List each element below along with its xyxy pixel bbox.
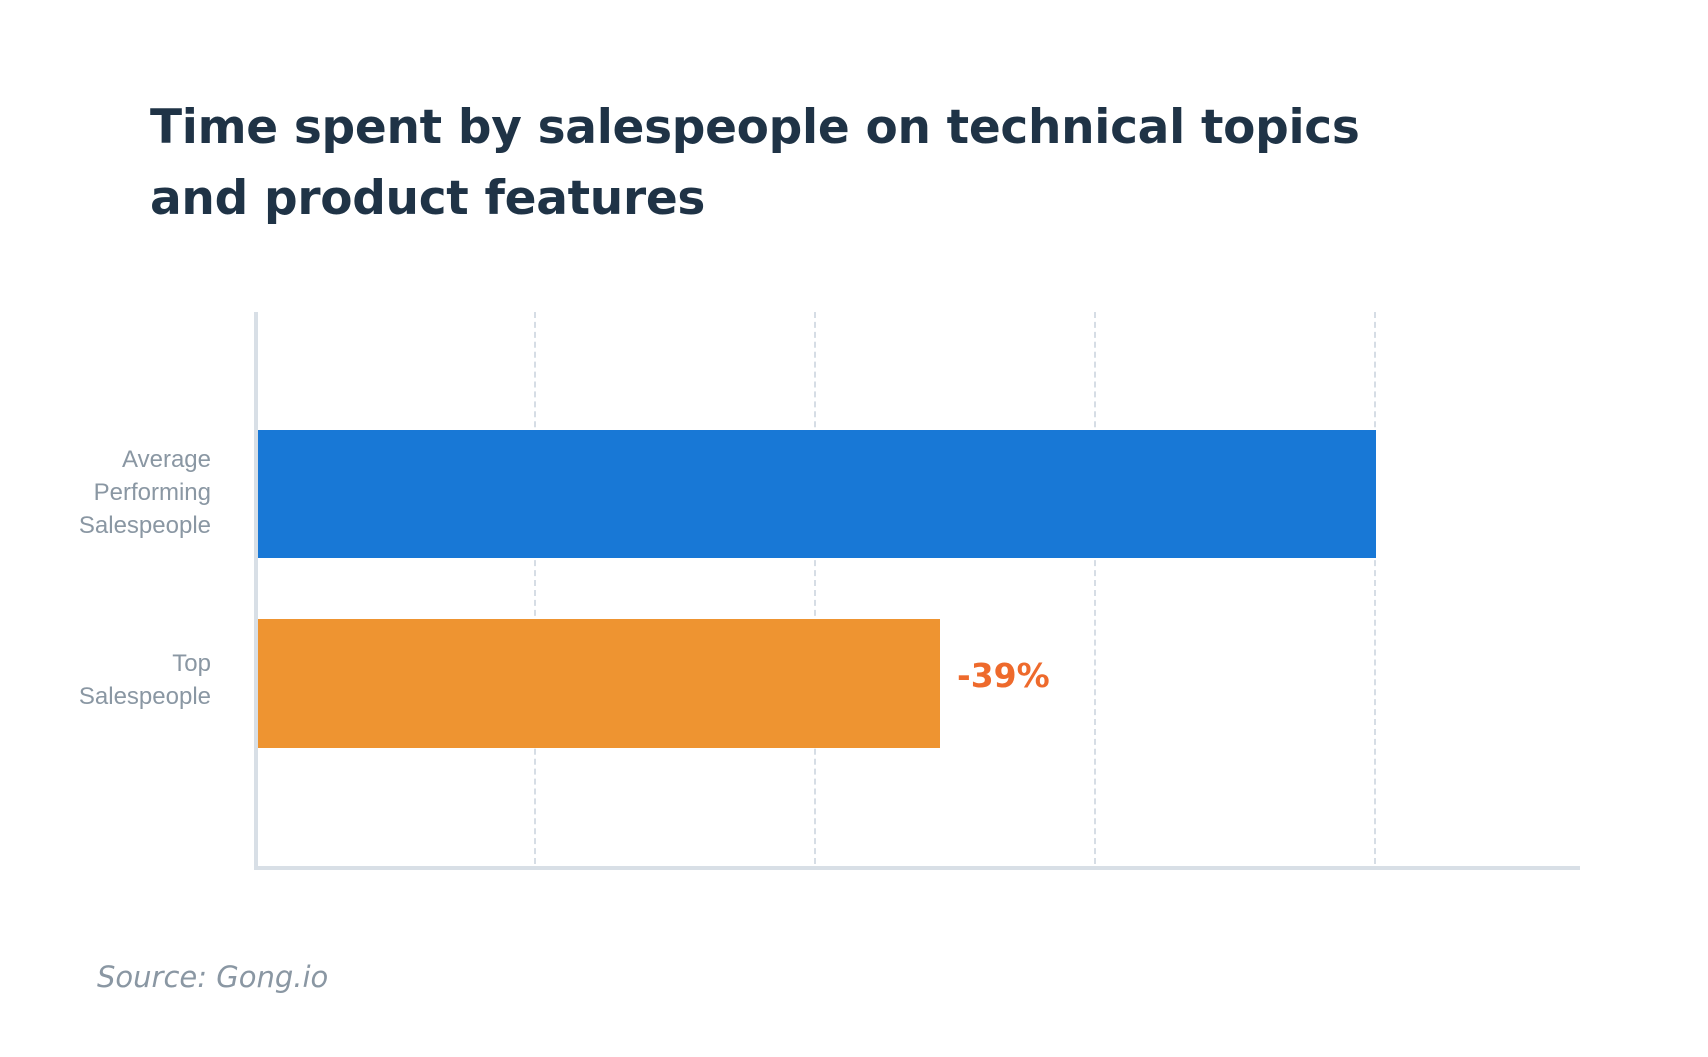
- gridline-50: [814, 312, 816, 864]
- label-line: Salespeople: [78, 683, 211, 710]
- chart-title-line-2: and product features: [150, 171, 706, 226]
- y-axis-line: [254, 312, 258, 870]
- x-axis-line: [254, 866, 1580, 870]
- difference-annotation: -39%: [957, 656, 1050, 695]
- label-line: Salespeople: [78, 512, 211, 539]
- chart-title-line-1: Time spent by salespeople on technical t…: [150, 100, 1360, 155]
- bar-top-salespeople: [258, 619, 940, 748]
- bar-average-performing: [258, 430, 1376, 558]
- label-line: Average: [122, 446, 211, 473]
- label-line: Top: [172, 650, 211, 677]
- category-label-average: Average Performing Salespeople: [79, 443, 211, 542]
- chart-title: Time spent by salespeople on technical t…: [150, 92, 1450, 234]
- category-label-top: Top Salespeople: [79, 647, 211, 713]
- source-note: Source: Gong.io: [97, 960, 329, 994]
- gridline-25: [534, 312, 536, 864]
- gridline-75: [1094, 312, 1096, 864]
- gridline-100: [1374, 312, 1376, 864]
- label-line: Performing: [93, 479, 211, 506]
